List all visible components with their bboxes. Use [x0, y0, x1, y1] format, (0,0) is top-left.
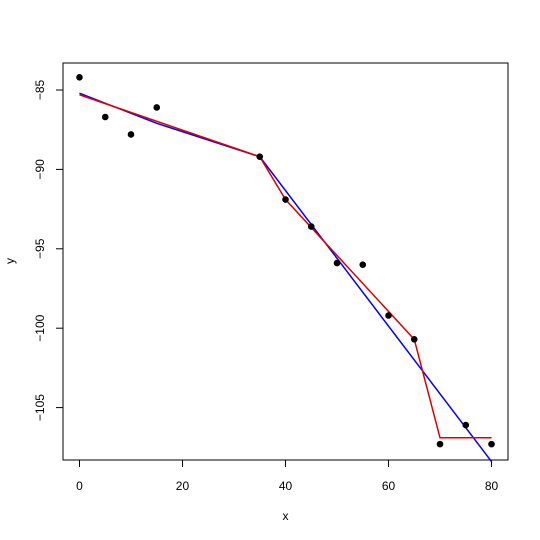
series-line-1: [79, 92, 493, 463]
data-point: [76, 73, 83, 81]
fit-lines: [79, 92, 493, 463]
data-point: [282, 196, 289, 203]
x-tick-label: 40: [279, 479, 293, 493]
x-tick-label: 20: [176, 479, 190, 493]
data-point: [410, 336, 418, 343]
data-point: [436, 440, 444, 448]
x-tick-label: 80: [485, 479, 499, 493]
data-point: [462, 421, 470, 429]
x-axis-title: x: [283, 509, 289, 523]
x-tick-label: 0: [76, 479, 83, 493]
y-tick-label: −90: [33, 159, 47, 180]
data-point: [153, 104, 161, 111]
data-point: [333, 259, 341, 267]
data-points: [76, 73, 495, 448]
series-line-2: [79, 94, 492, 439]
y-axis-title: y: [3, 258, 17, 264]
data-point: [101, 113, 109, 121]
data-point: [127, 131, 135, 138]
data-point: [385, 312, 392, 319]
data-point: [307, 223, 315, 230]
x-tick-label: 60: [382, 479, 396, 493]
y-tick-label: −105: [33, 394, 47, 421]
y-tick-label: −100: [33, 314, 47, 341]
data-point: [359, 261, 367, 268]
data-point: [256, 153, 264, 160]
y-axis: −85 −90 −95 −100 −105: [33, 79, 64, 421]
plot-frame: [62, 62, 509, 461]
x-axis: 0 20 40 60 80: [76, 459, 499, 493]
y-tick-label: −95: [33, 238, 47, 259]
data-point: [488, 440, 495, 448]
y-tick-label: −85: [33, 79, 47, 100]
